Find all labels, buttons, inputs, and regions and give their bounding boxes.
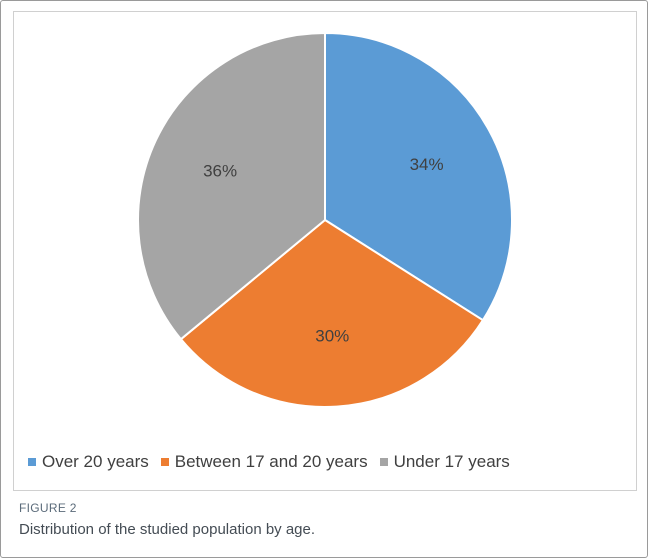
- legend-swatch-3: [379, 458, 388, 466]
- legend-swatch-1: [28, 458, 36, 466]
- pie-slice-1: [324, 31, 513, 322]
- legend-label-3: Under 17 years: [393, 452, 510, 471]
- legend-item-3: Under 17 years: [379, 452, 510, 472]
- data-label-3: 36%: [203, 162, 237, 181]
- legend-label-2: Between 17 and 20 years: [174, 452, 368, 471]
- pie-chart: 34% 30% 36%: [137, 31, 513, 408]
- legend-swatch-2: [160, 458, 169, 466]
- pie-slice-2: [179, 218, 485, 408]
- legend-item-1: Over 20 years: [28, 452, 149, 472]
- chart-area: 34% 30% 36% Over 20 years Between 17 and 20…: [13, 11, 637, 491]
- legend-item-2: Between 17 and 20 years: [160, 452, 368, 472]
- data-label-2: 30%: [315, 327, 349, 346]
- figure-label: FIGURE 2: [19, 501, 77, 515]
- data-label-1: 34%: [410, 155, 444, 174]
- pie-slice-3: [137, 31, 326, 341]
- chart-legend: Over 20 years Between 17 and 20 years Unde…: [28, 452, 522, 472]
- legend-label-1: Over 20 years: [42, 452, 149, 471]
- figure-caption: Distribution of the studied population b…: [19, 521, 316, 538]
